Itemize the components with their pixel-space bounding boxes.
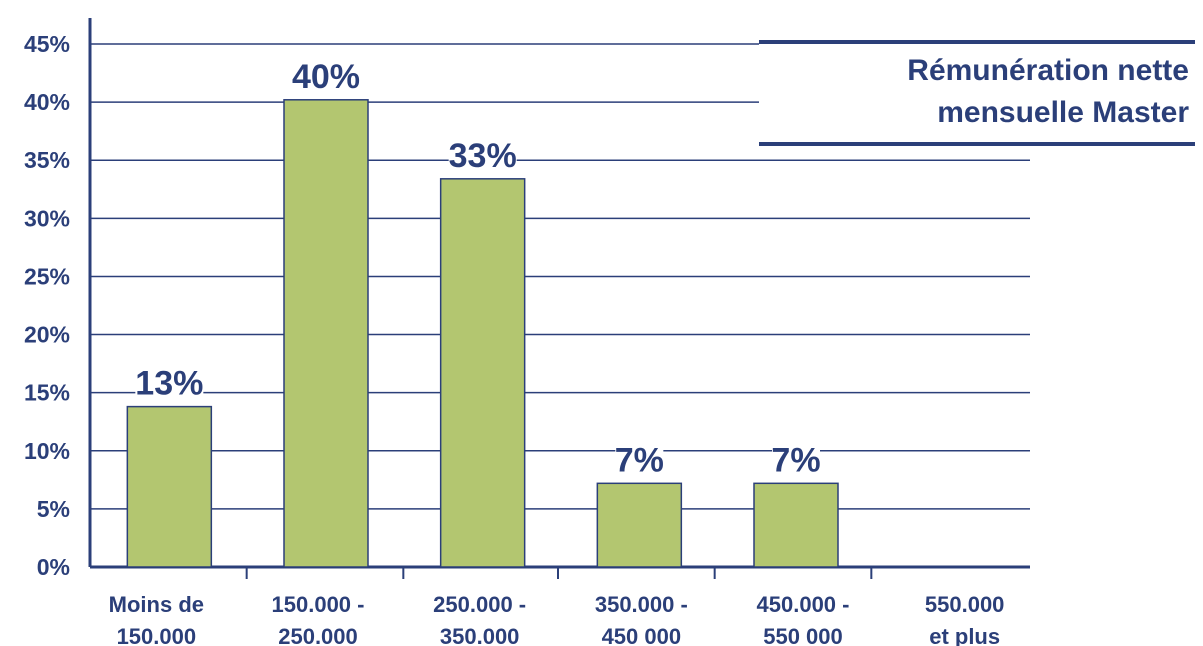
data-label: 33% bbox=[449, 137, 517, 175]
y-tick-label: 0% bbox=[37, 554, 70, 580]
data-label: 40% bbox=[292, 58, 360, 96]
chart-title-line-2: mensuelle Master bbox=[937, 96, 1189, 129]
x-category-label: et plus bbox=[929, 624, 1000, 646]
x-category-label: 450 000 bbox=[602, 624, 682, 646]
bar bbox=[753, 482, 839, 568]
data-label: 13% bbox=[135, 365, 203, 403]
data-label: 7% bbox=[771, 441, 820, 479]
x-category-label: 250.000 - bbox=[433, 592, 526, 617]
y-tick-label: 30% bbox=[24, 205, 70, 231]
x-category-label: 550.000 bbox=[925, 592, 1005, 617]
chart-title-line-1: Rémunération nette bbox=[907, 54, 1189, 87]
y-tick-label: 5% bbox=[37, 496, 70, 522]
x-category-label: 150.000 - bbox=[272, 592, 365, 617]
data-label-backdrop bbox=[615, 441, 664, 476]
x-category-label: 450.000 - bbox=[757, 592, 850, 617]
bar bbox=[439, 178, 526, 568]
x-category-label: 550 000 bbox=[763, 624, 843, 646]
x-category-label: Moins de bbox=[109, 592, 204, 617]
bar bbox=[283, 99, 369, 568]
chart-title-box: Rémunération nette mensuelle Master bbox=[759, 40, 1195, 146]
data-label-backdrop bbox=[772, 441, 820, 476]
data-label-backdrop bbox=[135, 364, 204, 399]
y-tick-label: 35% bbox=[24, 147, 70, 173]
y-tick-label: 15% bbox=[24, 380, 70, 406]
y-tick-label: 40% bbox=[24, 89, 70, 115]
y-tick-label: 25% bbox=[24, 263, 70, 289]
data-label-backdrop bbox=[448, 136, 517, 171]
y-tick-label: 45% bbox=[24, 31, 70, 57]
bar bbox=[126, 405, 213, 568]
x-category-label: 250.000 bbox=[278, 624, 358, 646]
y-tick-label: 20% bbox=[24, 322, 70, 348]
x-category-label: 150.000 bbox=[117, 624, 197, 646]
data-label-backdrop bbox=[292, 57, 360, 92]
data-label: 7% bbox=[615, 441, 664, 479]
y-tick-label: 10% bbox=[24, 438, 70, 464]
x-category-label: 350.000 bbox=[440, 624, 520, 646]
bar bbox=[596, 482, 683, 568]
x-category-label: 350.000 - bbox=[595, 592, 688, 617]
